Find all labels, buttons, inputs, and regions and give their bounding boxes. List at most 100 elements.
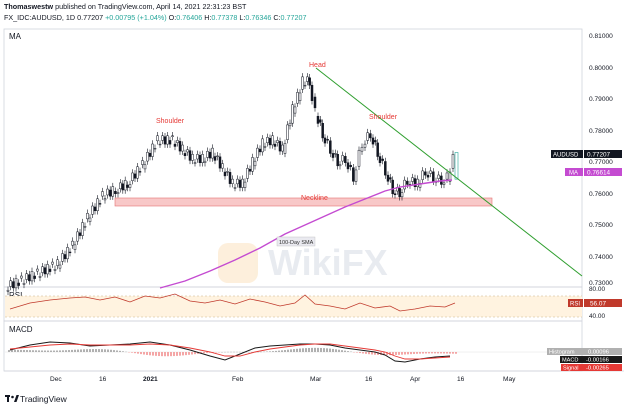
candle-body [123, 180, 127, 191]
macd-histogram-bar [62, 350, 64, 352]
candle-body [346, 162, 350, 170]
footer: TradingView [0, 391, 624, 408]
candle-body [393, 193, 397, 196]
macd-histogram-bar [302, 348, 304, 352]
time-axis[interactable]: Dec 16 2021 Feb Mar 16 Apr 16 May [50, 376, 516, 383]
macd-histogram-bar [134, 352, 136, 354]
candle-body [288, 122, 292, 127]
high-value: 0.77378 [211, 13, 238, 22]
candle-body [398, 188, 401, 198]
candle-body [323, 137, 327, 144]
candle-body [306, 76, 309, 82]
macd-histogram-bar [395, 352, 397, 355]
candle-body [369, 133, 372, 139]
macd-pane-label: MACD [9, 325, 33, 334]
candle-body [403, 179, 406, 190]
low-label: L: [239, 13, 246, 22]
tradingview-brand[interactable]: TradingView [20, 394, 67, 404]
candle-body [193, 162, 197, 164]
ma-badge-text: MA [569, 171, 578, 177]
macd-value-badge [584, 356, 622, 363]
candle-body [442, 182, 446, 185]
candle-body [128, 184, 132, 188]
price-axis[interactable]: 0.81000 0.80000 0.79000 0.78000 0.77000 … [589, 33, 613, 287]
time-tick: Feb [232, 376, 244, 383]
macd-histogram-bar [146, 352, 148, 355]
candle-body [400, 192, 404, 198]
price-tick: 0.77000 [589, 159, 613, 166]
candle-body [326, 139, 329, 141]
time-tick: 16 [99, 376, 107, 383]
macd-histogram-bar [152, 352, 154, 356]
tradingview-logo-icon[interactable] [5, 394, 19, 404]
macd-histogram-bar [422, 352, 424, 354]
candle-body [366, 132, 369, 141]
candle-body [186, 149, 189, 153]
signal-badge-text: Signal [563, 366, 579, 372]
candle-body [213, 156, 217, 161]
macd-histogram-bar [362, 352, 364, 354]
candle-body [46, 264, 49, 275]
candle-body [78, 232, 82, 236]
price-tick: 0.80000 [589, 65, 613, 72]
macd-value-badge-text: -0.00166 [586, 358, 609, 364]
macd-histogram-bar [104, 349, 106, 352]
macd-histogram-bar [419, 352, 421, 354]
macd-histogram-bar [179, 352, 181, 356]
candle-body [51, 261, 54, 265]
candle-body [238, 179, 242, 188]
candle-body [17, 282, 20, 286]
macd-histogram-bar [68, 350, 70, 352]
macd-histogram-bar [287, 349, 289, 352]
candle-body [73, 244, 77, 250]
neckline-zone [114, 197, 493, 207]
rsi-line [9, 293, 456, 312]
chart-svg[interactable]: MA RSI MACD WikiFX Head Shoulder Shoulde… [0, 28, 624, 390]
candle-body [131, 172, 134, 181]
candle-body [98, 203, 102, 205]
candle-body [81, 222, 84, 236]
candle-body [126, 184, 129, 188]
open-value: 0.76406 [176, 13, 203, 22]
macd-histogram-bar [341, 350, 343, 352]
rsi-tick: 40.00 [589, 313, 605, 320]
macd-histogram-bar [161, 352, 163, 357]
close-label: C: [273, 13, 281, 22]
macd-histogram-bar [413, 352, 415, 354]
macd-badge [560, 356, 584, 363]
macd-histogram-bar [326, 348, 328, 352]
candle-body [116, 192, 120, 194]
last-price-badge-text: 0.77207 [587, 152, 611, 159]
rsi-tick: 80.00 [589, 286, 605, 293]
candle-body [386, 174, 390, 182]
candle-body [151, 143, 154, 157]
symbol-label[interactable]: FX_IDC:AUDUSD, 1D [4, 13, 76, 22]
candle-body [416, 178, 419, 187]
price-tick: 0.73000 [589, 280, 613, 287]
macd-histogram-bar [383, 352, 385, 356]
candle-body [291, 104, 294, 124]
macd-histogram-bar [47, 350, 49, 352]
macd-histogram-bar [425, 352, 427, 354]
time-tick: Dec [50, 376, 62, 383]
macd-histogram-bar [113, 350, 115, 352]
sma-annotation: 100-Day SMA [279, 240, 314, 246]
chart-area[interactable]: MA RSI MACD WikiFX Head Shoulder Shoulde… [0, 28, 624, 390]
macd-histogram-bar [314, 347, 316, 352]
candle-body [426, 174, 430, 178]
macd-histogram-bar [449, 352, 451, 354]
price-tick: 0.75000 [589, 222, 613, 229]
macd-histogram-bar [56, 350, 58, 352]
macd-histogram-bar [203, 352, 205, 354]
macd-histogram-bar [86, 349, 88, 352]
macd-histogram-bar [437, 352, 439, 354]
candle-body [313, 96, 317, 109]
sma-100-line [159, 179, 453, 289]
macd-histogram [8, 347, 457, 357]
macd-histogram-bar [398, 352, 400, 355]
macd-histogram-bar [167, 352, 169, 357]
macd-histogram-bar [401, 352, 403, 355]
author-name[interactable]: Thomaswestw [4, 2, 54, 11]
macd-histogram-bar [428, 352, 430, 354]
candle-body [221, 163, 224, 169]
